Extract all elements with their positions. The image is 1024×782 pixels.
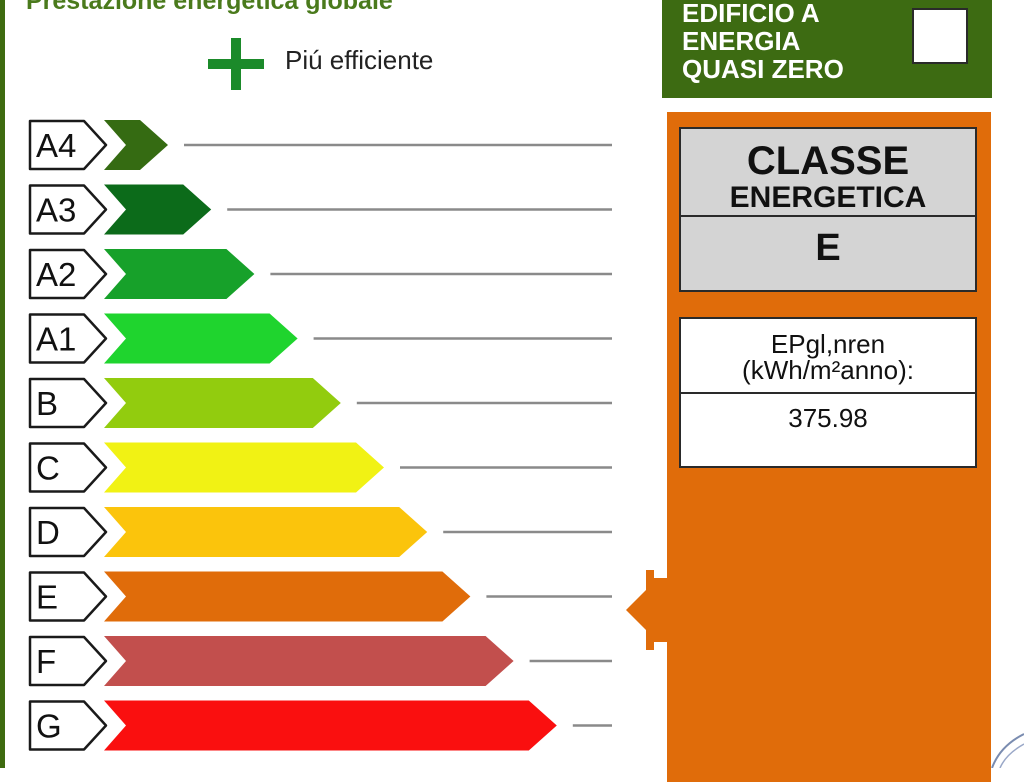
class-tag-c	[28, 442, 108, 493]
class-bar-a3	[104, 184, 212, 235]
nzeb-label-line-2: ENERGIA	[682, 26, 801, 56]
class-label-b: B	[36, 385, 58, 422]
class-tag-a2	[28, 248, 108, 300]
class-bar-a4	[104, 120, 168, 170]
class-bar-c	[104, 442, 384, 493]
class-label-g: G	[36, 708, 62, 745]
energy-class-subtitle: ENERGETICA	[729, 181, 927, 214]
class-tag-a1	[28, 313, 108, 364]
ep-label: EPgl,nren (kWh/m²anno):	[681, 331, 975, 383]
nzeb-label-line-1: EDIFICIO A	[682, 0, 820, 28]
nzeb-checkbox	[912, 8, 968, 64]
current-class-pointer-icon	[626, 570, 670, 650]
class-label-c: C	[36, 450, 60, 487]
nzeb-panel: EDIFICIO A ENERGIA QUASI ZERO	[662, 0, 992, 98]
class-tag-b	[28, 377, 108, 429]
class-tag-g	[28, 700, 108, 751]
class-tag-d	[28, 506, 108, 558]
class-bar-d	[104, 507, 428, 557]
class-bar-g	[104, 700, 557, 751]
class-tag-e	[28, 571, 108, 622]
class-label-a3: A3	[36, 192, 76, 229]
class-label-d: D	[36, 514, 60, 551]
more-efficient-label: Piú efficiente	[285, 45, 434, 75]
ep-label-line-1: EPgl,nren	[770, 329, 886, 359]
class-label-a4: A4	[36, 127, 76, 164]
class-bar-a2	[104, 249, 255, 299]
class-tag-f	[28, 635, 108, 687]
class-tag-a3	[28, 184, 108, 235]
ep-value: 375.98	[788, 403, 868, 433]
class-bar-b	[104, 378, 341, 428]
class-label-f: F	[36, 643, 56, 680]
class-bar-f	[104, 636, 514, 686]
class-bar-a1	[104, 313, 298, 364]
energy-class-divider	[681, 215, 975, 217]
corner-stamp-fragment	[991, 733, 1024, 768]
nzeb-label: EDIFICIO A ENERGIA QUASI ZERO	[682, 0, 844, 83]
energy-class-title: CLASSE	[746, 139, 910, 183]
class-bar-e	[104, 571, 471, 622]
class-label-e: E	[36, 579, 58, 616]
ep-indicator-box: EPgl,nren (kWh/m²anno): 375.98	[679, 317, 977, 468]
energy-class-box: CLASSE ENERGETICA E	[679, 127, 977, 292]
energy-class-value: E	[815, 227, 841, 269]
class-label-a2: A2	[36, 256, 76, 293]
nzeb-label-line-3: QUASI ZERO	[682, 54, 844, 84]
page-title: Prestazione energetica globale	[26, 0, 393, 15]
plus-icon	[208, 38, 264, 90]
ep-label-line-2: (kWh/m²anno):	[742, 355, 914, 385]
class-label-a1: A1	[36, 321, 76, 358]
ep-divider	[681, 392, 975, 394]
label-frame-border	[0, 0, 5, 768]
class-tag-a4	[28, 119, 108, 171]
